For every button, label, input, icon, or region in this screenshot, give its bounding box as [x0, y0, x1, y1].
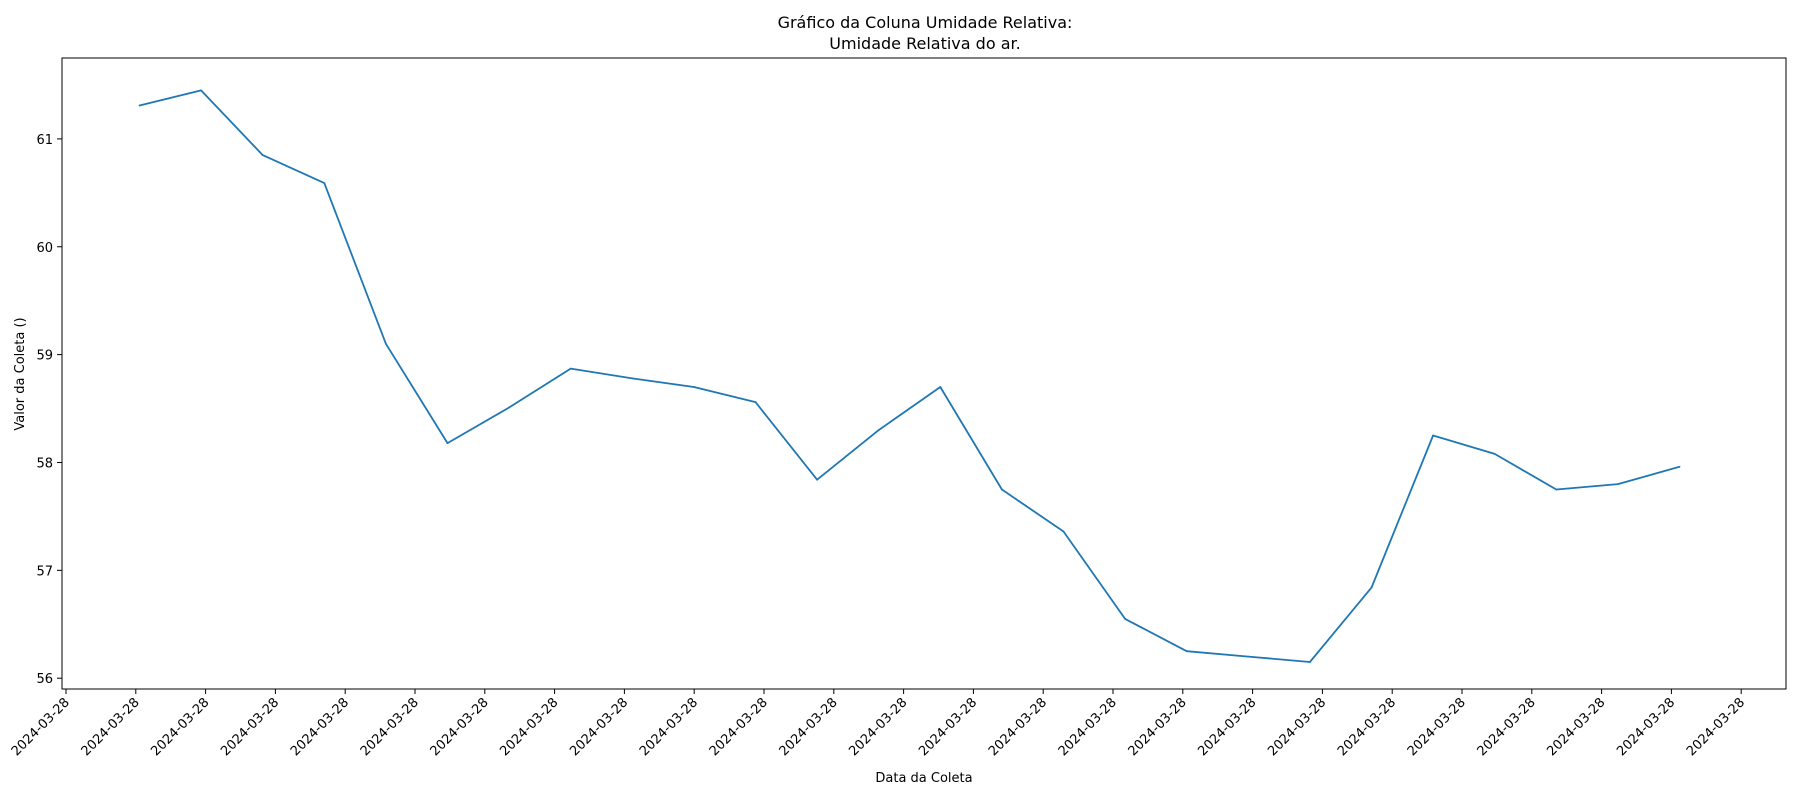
y-tick-label: 56 [36, 672, 53, 687]
x-axis: 2024-03-28 2024-03-28 2024-03-28 2024-03-28… [9, 689, 1748, 759]
x-tick-label: 2024-03-28 [9, 695, 73, 759]
data-point [631, 377, 634, 380]
x-tick-label: 2024-03-28 [358, 695, 422, 759]
chart-title: Gráfico da Coluna Umidade Relativa: [778, 13, 1073, 32]
data-point [754, 401, 757, 403]
series-line [139, 89, 1680, 663]
x-tick-label: 2024-03-28 [1684, 695, 1748, 759]
x-tick-label: 2024-03-28 [428, 695, 492, 759]
data-point [693, 386, 695, 388]
x-axis-label: Data da Coleta [875, 771, 972, 786]
data-point [1370, 586, 1373, 589]
chart-subtitle: Umidade Relativa do ar. [829, 34, 1020, 53]
x-tick-label: 2024-03-28 [637, 695, 701, 759]
x-tick-label: 2024-03-28 [567, 695, 631, 759]
y-tick-label: 59 [36, 349, 53, 364]
y-tick-label: 58 [36, 456, 53, 471]
x-tick-label: 2024-03-28 [497, 695, 561, 759]
x-tick-label: 2024-03-28 [1195, 695, 1259, 759]
data-point [200, 89, 203, 92]
x-tick-label: 2024-03-28 [986, 695, 1050, 759]
x-tick-label: 2024-03-28 [1475, 695, 1539, 759]
series-layer [138, 89, 1681, 663]
data-point [1678, 465, 1681, 468]
x-tick-label: 2024-03-28 [1265, 695, 1329, 759]
y-tick-label: 57 [36, 564, 53, 579]
x-tick-label: 2024-03-28 [777, 695, 841, 759]
y-tick-label: 61 [36, 133, 53, 148]
data-point [1309, 661, 1311, 663]
data-point [939, 386, 942, 388]
data-point [1555, 488, 1558, 491]
data-point [1493, 453, 1496, 455]
x-tick-label: 2024-03-28 [1614, 695, 1678, 759]
data-point [138, 104, 141, 107]
data-point [569, 367, 572, 370]
data-point [385, 342, 387, 345]
data-point [1432, 434, 1434, 437]
data-point [508, 406, 510, 409]
x-tick-label: 2024-03-28 [707, 695, 771, 759]
x-tick-label: 2024-03-28 [1335, 695, 1399, 759]
x-tick-label: 2024-03-28 [916, 695, 980, 759]
data-point [1247, 655, 1250, 658]
x-tick-label: 2024-03-28 [1126, 695, 1190, 759]
data-point [1124, 618, 1126, 620]
x-tick-label: 2024-03-28 [846, 695, 910, 759]
data-point [877, 429, 880, 431]
y-tick-label: 60 [36, 241, 53, 256]
data-point [261, 154, 264, 157]
x-tick-label: 2024-03-28 [79, 695, 143, 759]
data-point [1062, 530, 1065, 533]
y-axis-label: Valor da Coleta () [13, 317, 28, 430]
x-tick-label: 2024-03-28 [148, 695, 212, 759]
data-point [1001, 488, 1003, 491]
data-point [323, 182, 326, 185]
y-axis: 56 57 58 59 60 61 [36, 133, 62, 687]
data-point [446, 442, 449, 444]
x-tick-label: 2024-03-28 [288, 695, 352, 759]
x-tick-label: 2024-03-28 [1056, 695, 1120, 759]
x-tick-label: 2024-03-28 [218, 695, 282, 759]
x-tick-label: 2024-03-28 [1544, 695, 1608, 759]
data-point [1185, 650, 1188, 653]
plot-area-frame [61, 57, 1787, 690]
data-point [816, 478, 818, 481]
x-tick-label: 2024-03-28 [1405, 695, 1469, 759]
data-point [1617, 483, 1619, 485]
